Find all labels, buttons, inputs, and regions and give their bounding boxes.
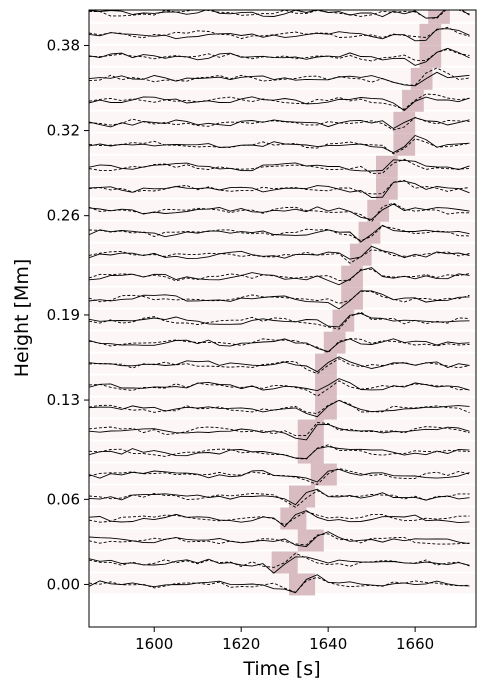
- highlight-box: [367, 199, 390, 222]
- trace-band: [89, 397, 476, 418]
- dashed-trace-line: [89, 338, 470, 354]
- solid-trace-line: [89, 159, 470, 172]
- dashed-trace-line: [89, 311, 470, 330]
- trace-band: [89, 221, 476, 242]
- solid-trace-line: [89, 117, 470, 130]
- highlight-box: [419, 45, 442, 68]
- trace-lines: [89, 10, 470, 594]
- solid-trace-line: [89, 180, 470, 198]
- solid-trace-line: [89, 224, 470, 243]
- dashed-trace-line: [89, 138, 470, 155]
- dashed-trace-line: [89, 422, 470, 437]
- y-tick-label: 0.32: [47, 122, 80, 140]
- solid-trace-line: [89, 290, 470, 310]
- solid-trace-line: [89, 47, 470, 66]
- solid-trace-line: [89, 378, 470, 392]
- solid-trace-line: [89, 399, 470, 418]
- dashed-trace-line: [89, 467, 470, 486]
- trace-band: [89, 441, 476, 462]
- dashed-trace-line: [89, 67, 470, 86]
- x-tick-label: 1620: [222, 635, 260, 653]
- dashed-trace-line: [89, 10, 470, 19]
- y-tick-label: 0.06: [47, 490, 80, 508]
- solid-trace-line: [89, 510, 470, 528]
- y-tick-label: 0.38: [47, 36, 80, 54]
- y-axis-ticks: 0.00 0.06 0.13 0.19 0.26 0.32 0.38: [47, 36, 89, 593]
- highlight-box: [289, 485, 316, 508]
- highlight-box: [419, 23, 442, 46]
- y-tick-label: 0.26: [47, 207, 80, 225]
- trace-band: [89, 89, 476, 110]
- dashed-trace-line: [89, 533, 470, 546]
- highlight-box: [332, 309, 355, 332]
- trace-band: [89, 265, 476, 286]
- dashed-trace-line: [89, 249, 470, 264]
- solid-trace-line: [89, 10, 470, 19]
- dashed-trace-line: [89, 380, 470, 397]
- highlight-box: [323, 331, 346, 354]
- solid-trace-line: [89, 96, 470, 112]
- x-tick-label: 1660: [396, 635, 434, 653]
- solid-trace-line: [89, 245, 470, 260]
- y-axis-label: Height [Mm]: [11, 259, 33, 378]
- trace-band: [89, 463, 476, 484]
- y-tick-label: 0.19: [47, 306, 80, 324]
- highlight-box: [349, 243, 372, 266]
- dashed-trace-line: [89, 358, 470, 375]
- x-tick-label: 1600: [135, 635, 173, 653]
- trace-band: [89, 199, 476, 220]
- solid-trace-line: [89, 312, 470, 328]
- highlight-box: [428, 10, 450, 24]
- highlight-box: [358, 221, 381, 244]
- trace-band: [89, 309, 476, 330]
- x-tick-label: 1640: [309, 635, 347, 653]
- solid-trace-line: [89, 488, 470, 506]
- trace-band: [89, 331, 476, 352]
- highlight-box: [393, 133, 416, 156]
- highlight-box: [310, 463, 337, 486]
- dashed-trace-line: [89, 116, 470, 131]
- dashed-trace-line: [89, 576, 470, 593]
- dashed-trace-line: [89, 552, 470, 568]
- x-axis-ticks: 1600 1620 1640 1660: [135, 627, 434, 653]
- dashed-trace-line: [89, 290, 470, 304]
- dashed-trace-line: [89, 444, 470, 460]
- highlight-box: [410, 67, 433, 90]
- trace-band: [89, 353, 476, 374]
- plot-frame: [88, 9, 477, 628]
- solid-trace-line: [89, 424, 470, 441]
- dashed-trace-line: [89, 93, 470, 110]
- solid-trace-line: [89, 28, 470, 42]
- dashed-trace-line: [89, 158, 470, 174]
- highlight-box: [297, 441, 324, 464]
- x-axis-label: Time [s]: [242, 658, 320, 680]
- dashed-trace-line: [89, 511, 470, 526]
- solid-trace-line: [89, 267, 470, 286]
- trace-band: [89, 573, 476, 594]
- dashed-trace-line: [89, 490, 470, 508]
- y-tick-label: 0.00: [47, 575, 80, 593]
- trace-band: [89, 10, 476, 22]
- solid-trace-line: [89, 446, 470, 460]
- solid-trace-line: [89, 134, 470, 154]
- solid-trace-line: [89, 203, 470, 220]
- dashed-trace-line: [89, 399, 470, 415]
- solid-trace-line: [89, 531, 470, 548]
- trace-band: [89, 243, 476, 264]
- trace-band: [89, 419, 476, 440]
- y-tick-label: 0.13: [47, 391, 80, 409]
- highlight-box: [341, 265, 363, 288]
- trace-band: [89, 485, 476, 506]
